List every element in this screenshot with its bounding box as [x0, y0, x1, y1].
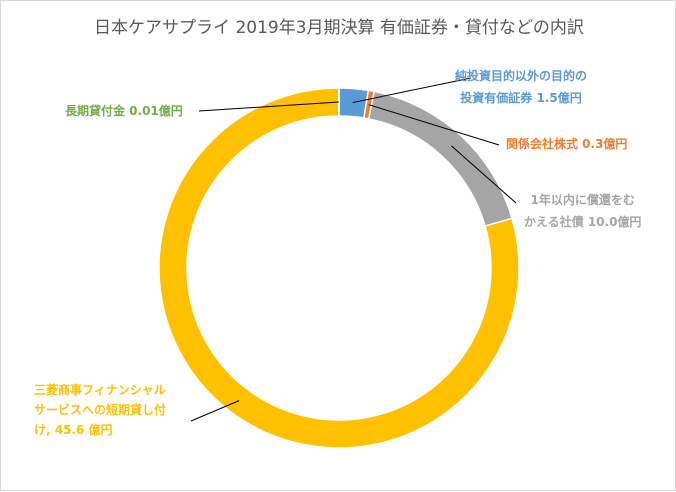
label-line: 関係会社株式 0.3億円 [506, 133, 627, 155]
label-line: 投資有価証券 1.5億円 [455, 87, 587, 109]
slice-label-affiliate-shares: 関係会社株式 0.3億円 [506, 133, 627, 155]
slice-label-long-term-loan: 長期貸付金 0.01億円 [65, 100, 183, 122]
slice-label-short-term-loan: 三菱商事フィナンシャル サービスへの短期貸し付 け, 45.6 億円 [34, 380, 166, 440]
label-line: 純投資目的以外の目的の [455, 65, 587, 87]
slice-label-bonds: 1年以内に償還をむ かえる社債 10.0億円 [524, 189, 641, 233]
slice-label-investment-securities: 純投資目的以外の目的の 投資有価証券 1.5億円 [455, 65, 587, 109]
label-line: け, 45.6 億円 [34, 420, 166, 440]
label-line: 長期貸付金 0.01億円 [65, 100, 183, 122]
label-line: サービスへの短期貸し付 [34, 400, 166, 420]
label-line: 三菱商事フィナンシャル [34, 380, 166, 400]
label-line: 1年以内に償還をむ [524, 189, 641, 211]
label-line: かえる社債 10.0億円 [524, 211, 641, 233]
